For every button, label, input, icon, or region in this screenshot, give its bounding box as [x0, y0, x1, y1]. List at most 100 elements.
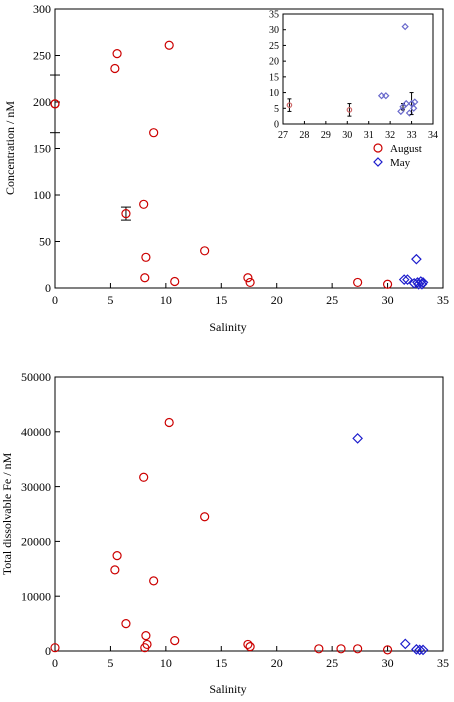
x-tick-label: 0: [52, 656, 58, 670]
inset-point-may: [402, 99, 410, 108]
may-series: [352, 433, 429, 656]
inset-x-ticks: 27 28 29 30 31 32 33 34: [278, 121, 438, 141]
x-tick-label: 10: [160, 293, 172, 307]
legend-marker-may: [373, 157, 383, 167]
y-tick-label: 300: [33, 2, 51, 16]
plot-frame: [54, 376, 444, 652]
data-point-august: [149, 128, 159, 138]
y-tick-label: 10: [269, 88, 279, 99]
x-tick-label: 32: [385, 130, 395, 141]
data-point-august: [164, 417, 174, 428]
data-point-august: [353, 277, 363, 288]
y-tick-label: 15: [269, 72, 279, 83]
data-point-august: [336, 644, 346, 654]
y-tick-label: 250: [33, 49, 51, 63]
x-tick-label: 15: [215, 293, 227, 307]
data-point-may: [411, 644, 422, 655]
legend: August May: [373, 143, 422, 169]
legend-label-august: August: [390, 143, 422, 155]
x-tick-label: 28: [299, 130, 309, 141]
data-point-august: [141, 252, 151, 262]
inset-chart: 0 5 10 15 20 25 30 35 27 28 29 30 31 32 33 34: [269, 10, 438, 142]
x-tick-label: 29: [321, 130, 331, 141]
y-axis-label: Concentration / nM: [3, 101, 17, 195]
y-tick-label: 150: [33, 142, 51, 156]
data-point-august: [382, 279, 393, 289]
data-point-may: [417, 277, 429, 288]
y-tick-label: 0: [274, 120, 279, 131]
fe-chart: 0 10000 20000 30000 40000 50000 0 5 10 15 20 25 30 3…: [0, 370, 449, 696]
y-tick-label: 200: [33, 95, 51, 109]
data-point-august: [353, 644, 363, 654]
data-point-august: [243, 639, 253, 650]
data-point-may: [352, 433, 363, 444]
x-tick-label: 10: [160, 656, 172, 670]
data-point-may: [411, 253, 422, 265]
x-axis-ticks: 0 5 10 15 20 25 30 35: [52, 646, 449, 670]
inset-frame: [282, 13, 434, 125]
x-tick-label: 30: [382, 656, 394, 670]
legend-label-may: May: [390, 157, 411, 169]
x-tick-label: 0: [52, 293, 58, 307]
data-point-august: [50, 99, 60, 109]
data-point-august: [200, 512, 210, 522]
error-bars: [50, 74, 131, 221]
data-point-may: [398, 274, 410, 285]
y-tick-label: 0: [45, 281, 51, 295]
y-axis-ticks: 0 10000 20000 30000 40000 50000: [21, 370, 60, 658]
y-tick-label: 30000: [21, 480, 51, 494]
data-point-august: [50, 643, 60, 653]
x-axis-ticks: 0 5 10 15 20 25 30 35: [52, 283, 449, 307]
y-tick-label: 100: [33, 188, 51, 202]
y-tick-label: 50: [39, 235, 51, 249]
data-point-august: [382, 645, 393, 655]
august-series: [50, 417, 393, 655]
data-point-august: [110, 63, 120, 74]
y-tick-label: 25: [269, 41, 279, 52]
data-point-august: [245, 642, 255, 652]
x-tick-label: 5: [107, 656, 113, 670]
data-point-august: [112, 49, 122, 59]
x-tick-label: 34: [428, 130, 438, 141]
data-point-august: [121, 618, 131, 629]
data-point-may: [415, 276, 427, 287]
inset-point-may: [411, 98, 419, 106]
y-tick-label: 50000: [21, 370, 51, 384]
inset-august-series: [286, 98, 353, 117]
data-point-august: [139, 199, 149, 209]
data-point-may: [413, 278, 424, 290]
august-series: [50, 40, 393, 289]
y-tick-label: 10000: [21, 589, 51, 603]
data-point-august: [170, 276, 180, 287]
data-point-august: [314, 644, 324, 654]
y-tick-label: 20: [269, 57, 279, 68]
x-tick-label: 30: [342, 130, 352, 141]
y-tick-label: 20000: [21, 535, 51, 549]
data-point-august: [121, 209, 131, 219]
data-point-may: [399, 638, 411, 650]
inset-point-may: [401, 22, 409, 31]
data-point-august: [243, 273, 253, 283]
data-point-august: [170, 635, 180, 646]
inset-point-may: [382, 92, 390, 100]
data-point-august: [200, 246, 210, 256]
data-point-august: [112, 551, 122, 561]
x-tick-label: 27: [278, 130, 288, 141]
inset-y-ticks: 0 5 10 15 20 25 30 35: [269, 10, 286, 131]
y-axis-ticks: 0 50 100 150 200 250 300: [33, 2, 60, 295]
inset-point-may: [397, 107, 405, 116]
x-tick-label: 35: [437, 656, 449, 670]
may-series: [398, 253, 429, 290]
x-axis-label: Salinity: [209, 682, 246, 696]
inset-point-august: [346, 107, 353, 113]
x-tick-label: 15: [215, 656, 227, 670]
x-axis-label: Salinity: [209, 320, 246, 334]
data-point-may: [417, 644, 429, 656]
y-tick-label: 30: [269, 25, 279, 36]
inset-point-may: [410, 104, 418, 112]
data-point-august: [149, 576, 159, 586]
x-tick-label: 5: [107, 293, 113, 307]
x-tick-label: 20: [271, 656, 283, 670]
